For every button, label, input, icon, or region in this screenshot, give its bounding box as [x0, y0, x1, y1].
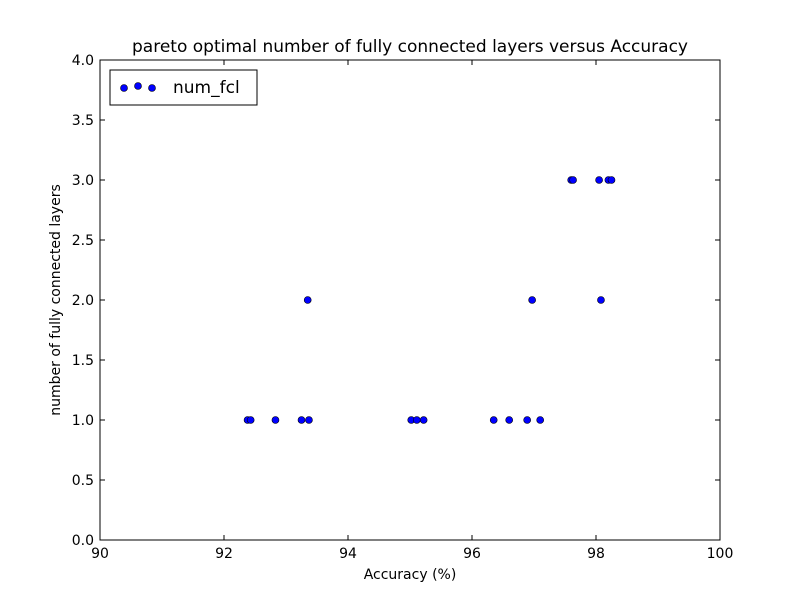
y-tick-label: 0.5: [72, 473, 94, 489]
legend-label: num_fcl: [173, 78, 240, 98]
x-tick-label: 94: [339, 546, 357, 562]
data-point: [303, 296, 312, 304]
y-tick-label: 0.0: [72, 533, 94, 549]
data-point: [297, 416, 306, 424]
data-point: [305, 416, 313, 424]
x-tick-label: 100: [707, 546, 734, 562]
data-point: [413, 416, 421, 424]
data-point: [505, 416, 514, 424]
y-tick-label: 4.0: [72, 53, 94, 69]
x-tick-label: 96: [463, 546, 481, 562]
data-point: [489, 416, 498, 424]
legend-marker: [120, 84, 128, 92]
legend-marker: [134, 82, 142, 90]
x-axis-label: Accuracy (%): [364, 567, 457, 583]
data-point: [528, 296, 536, 304]
data-point: [569, 176, 577, 184]
y-tick-label: 1.0: [72, 413, 94, 429]
y-axis-label: number of fully connected layers: [48, 184, 64, 416]
data-points: [243, 176, 616, 424]
data-point: [595, 176, 603, 184]
y-tick-label: 3.0: [72, 173, 94, 189]
y-tick-label: 3.5: [72, 113, 94, 129]
x-tick-label: 98: [587, 546, 605, 562]
x-tick-label: 92: [215, 546, 233, 562]
chart-title: pareto optimal number of fully connected…: [132, 37, 688, 57]
data-point: [597, 296, 605, 304]
data-point: [523, 416, 531, 424]
plot-area-frame: [99, 59, 721, 541]
x-tick-label: 90: [91, 546, 109, 562]
data-point: [607, 176, 616, 184]
data-point: [536, 416, 545, 424]
data-point: [246, 416, 255, 424]
data-point: [419, 416, 428, 424]
y-tick-label: 2.0: [72, 293, 94, 309]
legend-box: [109, 69, 258, 106]
legend: num_fcl: [109, 69, 258, 106]
data-point: [271, 416, 280, 424]
y-tick-label: 2.5: [72, 233, 94, 249]
legend-marker: [148, 84, 156, 92]
y-tick-label: 1.5: [72, 353, 94, 369]
axis-ticks: 90 92 94 96 98 100 0.0 0.5 1.0 1.5 2.0 2.5 3.0 3.5 4.0: [72, 53, 734, 562]
